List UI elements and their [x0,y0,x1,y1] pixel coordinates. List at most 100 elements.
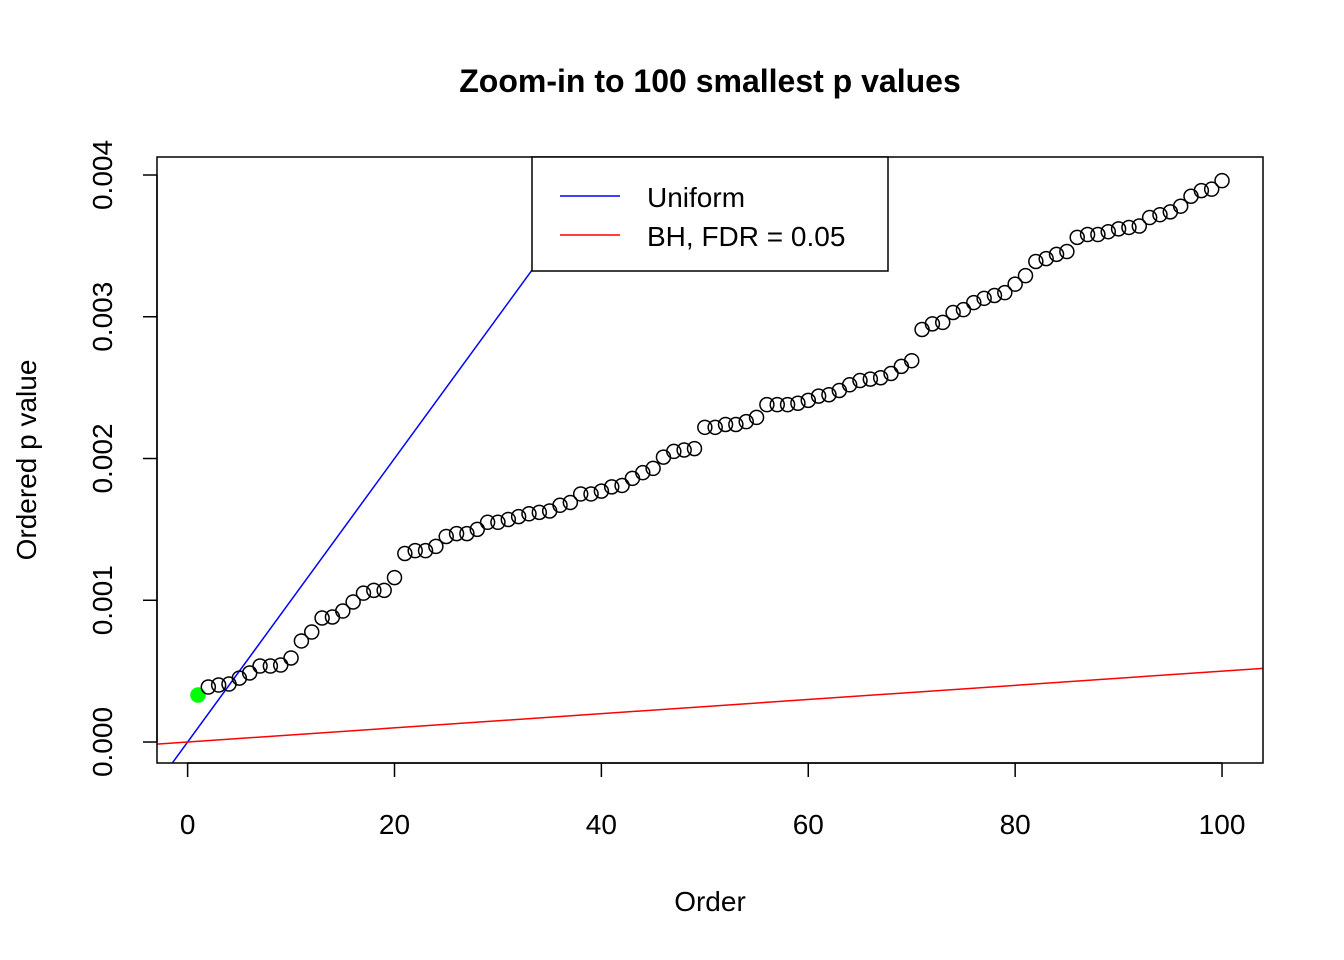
data-point [1017,267,1034,284]
data-point [479,514,496,531]
data-point [800,392,817,409]
data-point [1028,253,1044,270]
legend-label-uniform: Uniform [647,182,745,213]
data-point [914,321,930,338]
data-point [769,396,785,413]
data-point [272,657,289,673]
data-point [386,569,403,586]
data-point [1110,221,1127,237]
data-point [893,358,910,375]
data-point [1007,276,1023,292]
highlighted-point [190,687,206,703]
data-point [707,419,723,436]
data-point [438,528,454,545]
y-tick-label: 0.001 [87,565,118,635]
data-point [986,287,1003,304]
data-point [345,594,361,610]
data-point [955,301,972,318]
data-point [200,679,217,695]
data-point [1069,229,1085,246]
data-point [448,525,465,542]
data-point [500,511,517,528]
data-point [614,477,630,494]
data-point [293,633,310,649]
data-point [645,460,661,477]
data-point [624,470,641,487]
data-point [531,504,548,521]
reference-line-bh [157,667,1263,745]
data-point [583,486,599,502]
legend: Uniform BH, FDR = 0.05 [531,156,889,272]
data-point [417,542,434,559]
data-point [1193,182,1210,199]
data-point [1059,243,1075,260]
data-point [1131,218,1148,234]
data-point [903,352,920,369]
data-point [686,440,703,457]
data-point [603,479,620,495]
data-point [1048,246,1065,263]
data-point [655,449,672,465]
data-point [872,369,889,386]
y-axis-label: Ordered p value [11,360,42,561]
data-point [1121,219,1137,236]
x-tick-label: 20 [379,809,410,840]
data-point [790,395,806,411]
data-point [469,521,486,538]
data-point [459,525,475,542]
data-point [717,416,734,433]
data-point [1100,223,1117,240]
data-point [810,388,827,404]
x-tick-label: 80 [1000,809,1031,840]
data-point [1079,226,1096,243]
data-point [397,545,413,562]
data-point [1162,204,1179,220]
y-tick-label: 0.002 [87,423,118,493]
data-point [541,503,558,519]
chart-title: Zoom-in to 100 smallest p values [459,63,960,99]
data-point [934,314,951,331]
data-point [376,582,392,599]
data-point [252,658,268,674]
data-point [303,624,320,640]
data-point [1090,226,1106,243]
data-point [841,377,858,393]
x-axis-label: Order [674,886,746,917]
x-tick-label: 40 [586,809,617,840]
data-point [210,677,227,693]
x-tick-label: 100 [1199,809,1246,840]
data-point [1172,198,1189,214]
data-point [759,396,775,413]
data-point [1183,188,1199,205]
data-point [966,294,982,311]
x-tick-label: 60 [793,809,824,840]
data-point [779,396,796,413]
y-tick-label: 0.000 [87,707,118,777]
data-point [728,416,744,433]
data-point [283,650,299,666]
data-point [521,506,537,522]
data-point [976,290,992,307]
data-point [407,542,423,559]
data-point [490,514,506,531]
data-point [852,372,868,389]
data-point [1038,250,1054,267]
y-tick-label: 0.004 [87,140,118,210]
data-point [883,365,899,382]
legend-box [531,156,889,272]
y-tick-label: 0.003 [87,282,118,352]
data-point [428,538,444,555]
data-point [738,413,754,430]
data-point [945,304,961,321]
data-point [355,585,372,601]
data-point [697,419,713,436]
data-point [510,508,527,525]
data-point [997,284,1013,301]
data-point [562,494,579,511]
data-point [324,609,341,625]
data-point [821,386,837,403]
data-point [666,443,682,460]
data-point [221,676,237,692]
data-point [552,497,568,514]
